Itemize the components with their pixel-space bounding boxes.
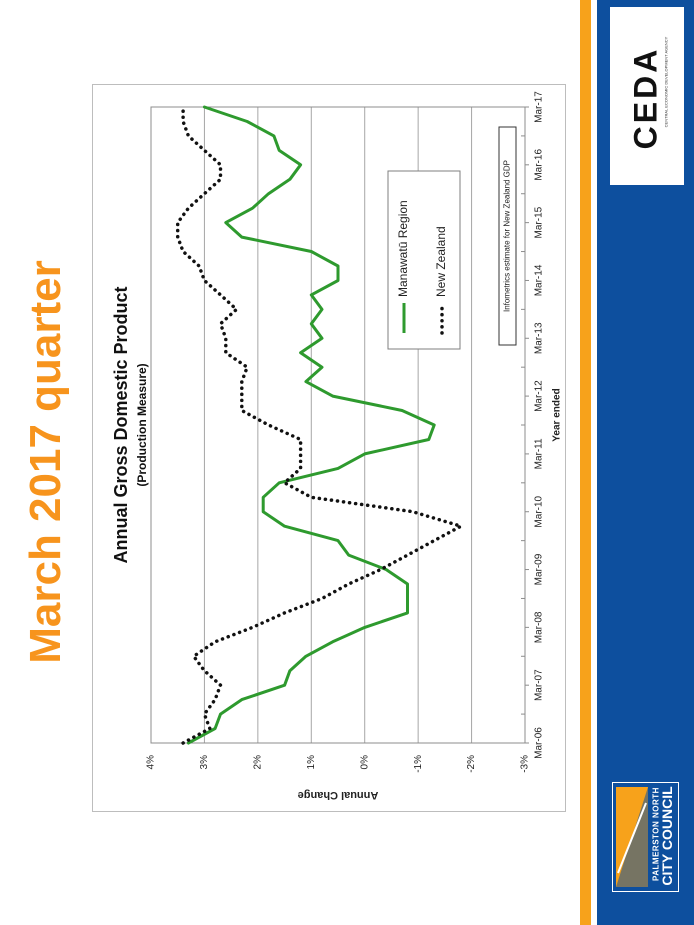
x-tick-label: Mar-15 xyxy=(534,206,545,238)
y-tick-label: 4% xyxy=(146,755,157,770)
x-tick-label: Mar-09 xyxy=(534,553,545,585)
council-name-line2: CITY COUNCIL xyxy=(659,786,675,886)
x-tick-label: Mar-14 xyxy=(534,264,545,296)
slide-title-text: March 2017 quarter xyxy=(21,260,70,664)
y-tick-label: 0% xyxy=(359,755,370,770)
ceda-logo xyxy=(610,7,684,185)
y-tick-label: -2% xyxy=(466,755,477,773)
chart-frame: 4% 3% 2% 1% 0% -1% -2% -3% Mar-06 Mar-07 Mar-08 Mar… xyxy=(92,84,566,812)
chart-title: Annual Gross Domestic Product xyxy=(111,286,131,563)
x-tick-label: Mar-17 xyxy=(534,91,545,123)
y-tick-label: 2% xyxy=(252,755,263,770)
annotation-text: Infometrics estimate for New Zealand GDP xyxy=(503,160,512,312)
x-tick-label: Mar-07 xyxy=(534,669,545,701)
y-tick-label: 3% xyxy=(199,755,210,770)
x-tick-label: Mar-11 xyxy=(534,438,545,469)
y-tick-label: 1% xyxy=(306,755,317,770)
annotation-box xyxy=(498,126,517,346)
ceda-logo-text: CEDA xyxy=(627,46,664,150)
x-tick-label: Mar-16 xyxy=(534,149,545,181)
x-tick-label: Mar-08 xyxy=(534,611,545,643)
y-tick-label: -1% xyxy=(413,755,424,773)
x-tick-label: Mar-13 xyxy=(534,322,545,354)
series-line-manawatu xyxy=(186,105,436,745)
x-tick-label: Mar-10 xyxy=(534,495,545,527)
y-axis-title: Annual Change xyxy=(298,789,379,801)
x-axis-title: Year ended xyxy=(552,388,563,441)
orange-band xyxy=(580,0,591,925)
y-tick-label: -3% xyxy=(520,755,531,773)
ceda-logo-subtitle: CENTRAL ECONOMIC DEVELOPMENT AGENCY xyxy=(663,36,669,128)
legend-label-manawatu: Manawatū Region xyxy=(396,200,410,297)
chart-subtitle: (Production Measure) xyxy=(135,363,149,486)
x-tick-label: Mar-12 xyxy=(534,380,545,412)
series-line-new-zealand xyxy=(175,105,463,745)
council-emblem-icon xyxy=(616,787,648,887)
council-logo xyxy=(612,782,679,892)
legend-label-new-zealand: New Zealand xyxy=(434,226,448,297)
x-tick-label: Mar-06 xyxy=(534,727,545,759)
gdp-chart: 4% 3% 2% 1% 0% -1% -2% -3%Mar-06 Mar-07 Mar-08 Mar… xyxy=(111,91,563,801)
legend-box xyxy=(387,170,461,350)
